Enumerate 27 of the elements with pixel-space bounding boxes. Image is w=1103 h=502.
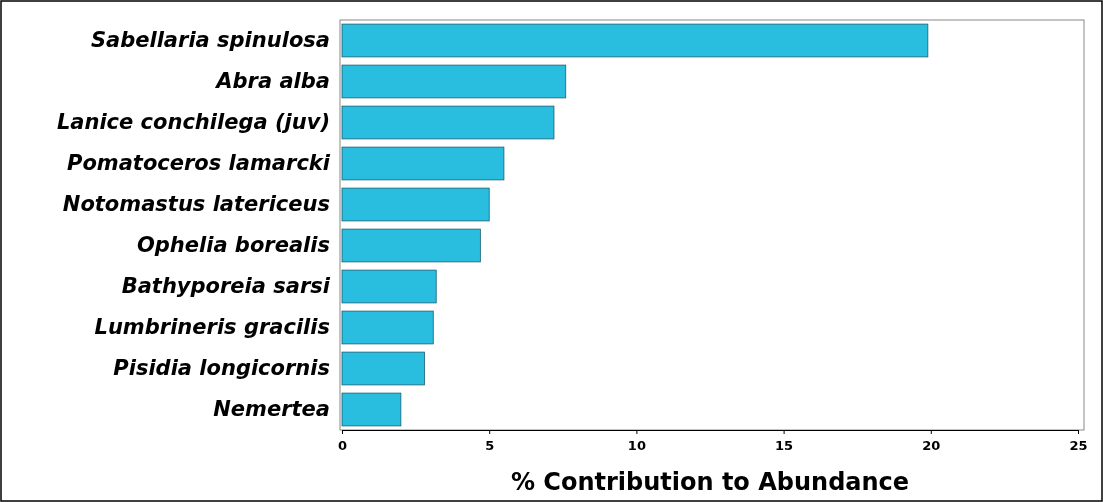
x-tick-label: 15 [775, 438, 794, 453]
y-tick-label: Lumbrineris gracilis [94, 315, 330, 340]
y-tick-label: Nemertea [213, 397, 330, 422]
bar [341, 64, 567, 99]
bar [341, 269, 437, 304]
x-tick-label: 25 [1069, 438, 1088, 453]
y-tick-label: Sabellaria spinulosa [90, 28, 330, 53]
x-tick-label: 10 [627, 438, 646, 453]
bar [341, 351, 425, 386]
bar [341, 228, 481, 263]
y-tick-label: Bathyporeia sarsi [121, 274, 331, 299]
y-tick-label: Abra alba [214, 69, 330, 94]
y-tick-label: Lanice conchilega (juv) [56, 110, 330, 135]
y-tick-label: Ophelia borealis [136, 233, 330, 258]
bar [341, 23, 929, 58]
bar [341, 105, 555, 140]
bar [341, 310, 434, 345]
bar [341, 146, 505, 181]
x-tick-label: 5 [485, 438, 495, 453]
x-axis-title: % Contribution to Abundance [510, 468, 910, 496]
y-tick-label: Pomatoceros lamarcki [66, 151, 331, 176]
bar [341, 187, 490, 222]
x-tick-label: 20 [922, 438, 941, 453]
y-tick-label: Notomastus latericeus [62, 192, 330, 217]
x-tick-label: 0 [337, 438, 348, 453]
bar [341, 392, 402, 427]
y-tick-label: Pisidia longicornis [113, 356, 330, 381]
